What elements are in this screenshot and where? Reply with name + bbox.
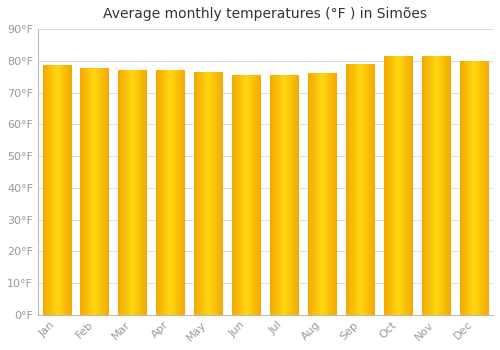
Title: Average monthly temperatures (°F ) in Simões: Average monthly temperatures (°F ) in Si… (104, 7, 428, 21)
